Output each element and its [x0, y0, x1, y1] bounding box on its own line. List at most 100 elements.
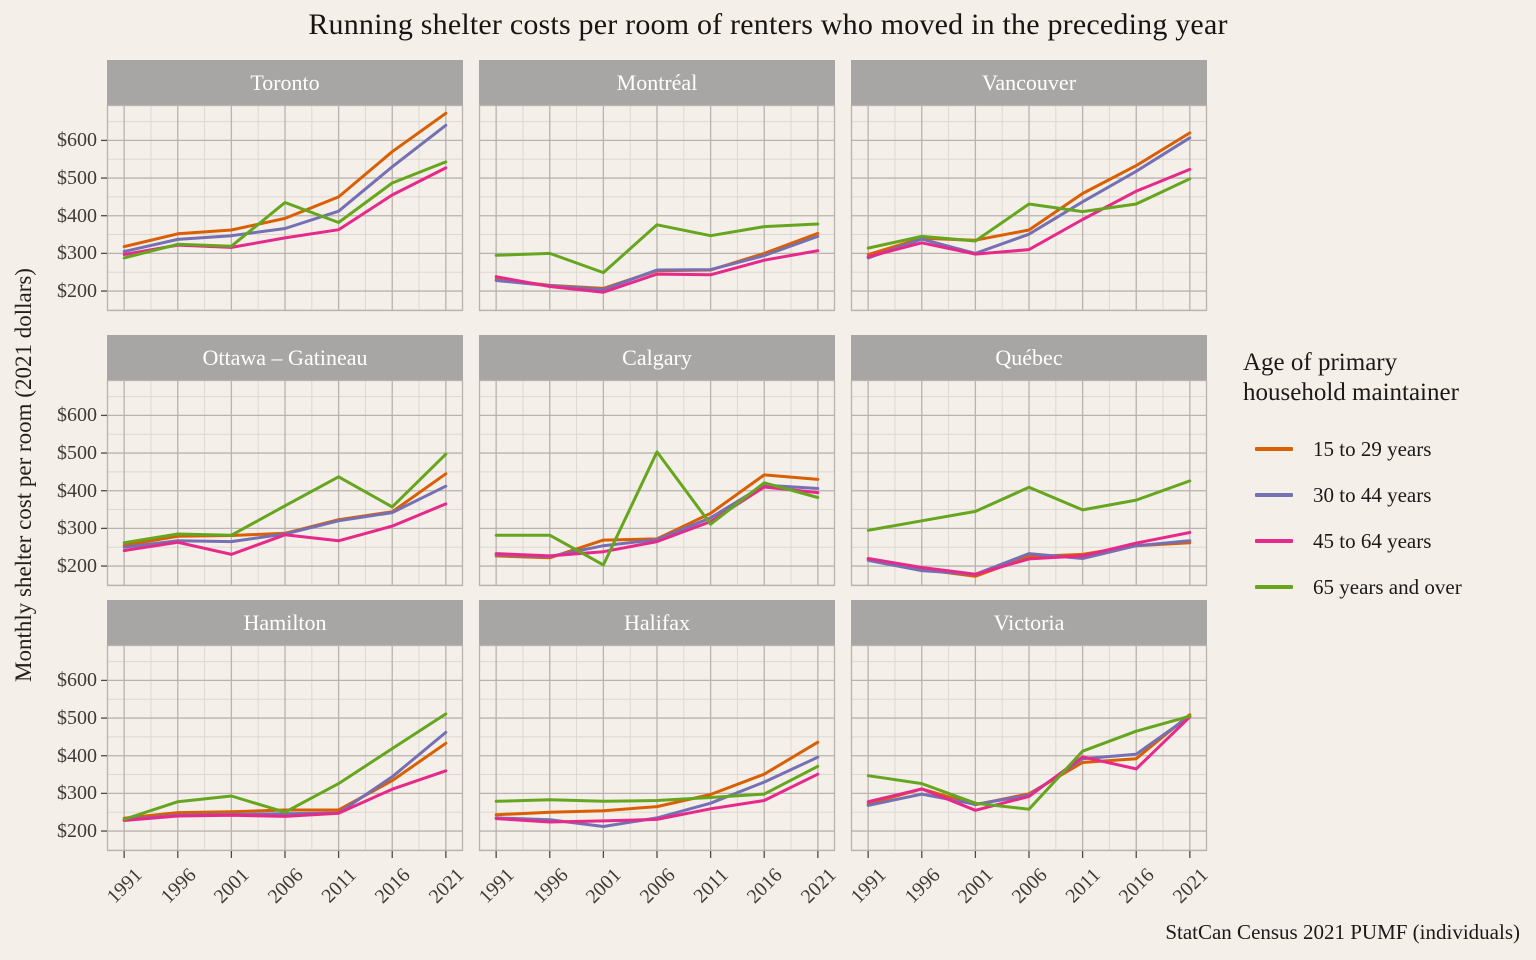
series-line-45-to-64-years: [494, 772, 820, 824]
facet-strip: Montréal: [479, 60, 835, 105]
facet-panel: [478, 379, 836, 587]
facet-title: Vancouver: [981, 69, 1077, 95]
y-tick-label: $500: [57, 707, 97, 730]
series-line-45-to-64-years: [866, 167, 1192, 259]
legend-item-65-over: 65 years and over: [1243, 564, 1536, 610]
facet-title: Hamilton: [243, 609, 327, 635]
series-line-65-years-and-over: [866, 177, 1192, 250]
y-tick-label: $400: [57, 204, 97, 227]
panel-border: [478, 644, 836, 852]
series-line-65-years-and-over: [122, 160, 448, 260]
series-line-45-to-64-years: [122, 769, 448, 822]
facet-title: Montréal: [616, 69, 698, 95]
facet-strip: Hamilton: [107, 600, 463, 645]
facet-panel: [478, 644, 836, 858]
panel-border: [106, 379, 464, 587]
x-tick-label: 2021: [1168, 864, 1213, 908]
facet-Vancouver: Vancouver: [850, 60, 1208, 312]
legend-title: Age of primary household maintainer: [1243, 349, 1459, 406]
x-tick-label: 2016: [1114, 864, 1159, 908]
facet-strip: Ottawa – Gatineau: [107, 335, 463, 380]
facet-Hamilton: Hamilton: [101, 600, 464, 858]
series-line-30-to-44-years: [866, 539, 1192, 576]
x-tick-label: 2011: [1061, 864, 1106, 908]
x-tick-label: 2011: [689, 864, 734, 908]
legend: Age of primary household maintainer 15 t…: [1243, 348, 1536, 610]
y-tick-label: $200: [57, 280, 97, 303]
y-tick-label: $500: [57, 167, 97, 190]
facet-Québec: Québec: [850, 335, 1208, 587]
series-line-30-to-44-years: [866, 136, 1192, 260]
series-line-65-years-and-over: [122, 712, 448, 821]
panel-border: [106, 104, 464, 312]
x-tick-label: 1996: [528, 864, 573, 908]
facet-Victoria: Victoria: [850, 600, 1208, 858]
panel-border: [478, 104, 836, 312]
y-tick-label: $300: [57, 782, 97, 805]
legend-swatch-15-29: [1255, 447, 1293, 451]
facet-Toronto: Toronto: [101, 60, 464, 312]
facet-title: Québec: [995, 344, 1063, 370]
series-line-65-years-and-over: [494, 764, 820, 803]
facet-strip: Victoria: [851, 600, 1207, 645]
x-tick-label: 2001: [210, 864, 254, 908]
y-tick-label: $400: [57, 744, 97, 767]
facet-Ottawa – Gatineau: Ottawa – Gatineau: [101, 335, 464, 587]
facet-strip: Calgary: [479, 335, 835, 380]
facet-Calgary: Calgary: [478, 335, 836, 587]
facet-strip: Vancouver: [851, 60, 1207, 105]
y-tick-label: $600: [57, 669, 97, 692]
series-line-65-years-and-over: [866, 479, 1192, 532]
x-tick-label: 2001: [582, 864, 626, 908]
legend-swatch-45-64: [1255, 539, 1293, 543]
series-line-65-years-and-over: [866, 714, 1192, 811]
x-tick-label: 2006: [1007, 864, 1052, 908]
y-tick-label: $200: [57, 820, 97, 843]
x-tick-label: 2021: [796, 864, 841, 908]
y-tick-label: $400: [57, 479, 97, 502]
panel-border: [850, 104, 1208, 312]
x-tick-label: 1991: [102, 864, 147, 908]
series-line-15-to-29-years: [494, 740, 820, 817]
facet-Montréal: Montréal: [478, 60, 836, 312]
facet-title: Toronto: [250, 69, 320, 95]
facet-panel: [101, 104, 464, 312]
facet-strip: Halifax: [479, 600, 835, 645]
facet-title: Calgary: [622, 344, 692, 370]
x-tick-label: 1996: [900, 864, 945, 908]
panel-border: [106, 644, 464, 852]
series-line-45-to-64-years: [494, 485, 820, 558]
series-line-65-years-and-over: [494, 222, 820, 275]
facet-strip: Toronto: [107, 60, 463, 105]
y-tick-label: $600: [57, 404, 97, 427]
series-line-45-to-64-years: [866, 715, 1192, 812]
series-line-65-years-and-over: [494, 450, 820, 567]
legend-item-45-64: 45 to 64 years: [1243, 518, 1536, 564]
legend-item-30-44: 30 to 44 years: [1243, 472, 1536, 518]
facet-title: Ottawa – Gatineau: [202, 344, 368, 370]
x-tick-label: 2021: [424, 864, 469, 908]
facet-panel: [850, 644, 1208, 858]
x-tick-label: 2006: [263, 864, 308, 908]
chart-title: Running shelter costs per room of renter…: [308, 8, 1228, 41]
series-line-65-years-and-over: [122, 452, 448, 545]
facet-title: Victoria: [993, 609, 1065, 635]
facet-strip: Québec: [851, 335, 1207, 380]
legend-swatch-30-44: [1255, 493, 1293, 497]
facet-Halifax: Halifax: [478, 600, 836, 858]
x-tick-label: 2016: [370, 864, 415, 908]
y-tick-label: $300: [57, 242, 97, 265]
panel-border: [478, 379, 836, 587]
caption: StatCan Census 2021 PUMF (individuals): [1165, 920, 1520, 944]
facet-panel: [478, 104, 836, 312]
x-tick-label: 2006: [635, 864, 680, 908]
y-tick-label: $600: [57, 129, 97, 152]
series-line-30-to-44-years: [122, 123, 448, 253]
series-line-15-to-29-years: [122, 741, 448, 820]
facet-panel: [850, 104, 1208, 312]
facet-panel: [101, 379, 464, 587]
x-tick-label: 1991: [846, 864, 891, 908]
x-tick-label: 2011: [317, 864, 362, 908]
series-line-15-to-29-years: [122, 111, 448, 249]
